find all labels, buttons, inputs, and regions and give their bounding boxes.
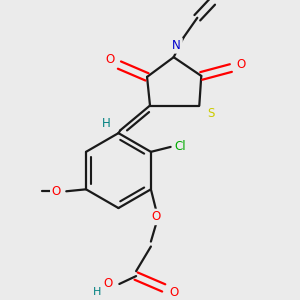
Text: O: O xyxy=(169,286,178,299)
Text: O: O xyxy=(236,58,245,70)
Text: H: H xyxy=(102,117,111,130)
Text: O: O xyxy=(52,185,61,198)
Text: O: O xyxy=(104,278,113,290)
Text: S: S xyxy=(207,107,215,120)
Text: O: O xyxy=(105,53,114,66)
Text: Cl: Cl xyxy=(175,140,186,153)
Text: O: O xyxy=(151,210,160,224)
Text: H: H xyxy=(92,287,101,297)
Text: N: N xyxy=(172,39,181,52)
